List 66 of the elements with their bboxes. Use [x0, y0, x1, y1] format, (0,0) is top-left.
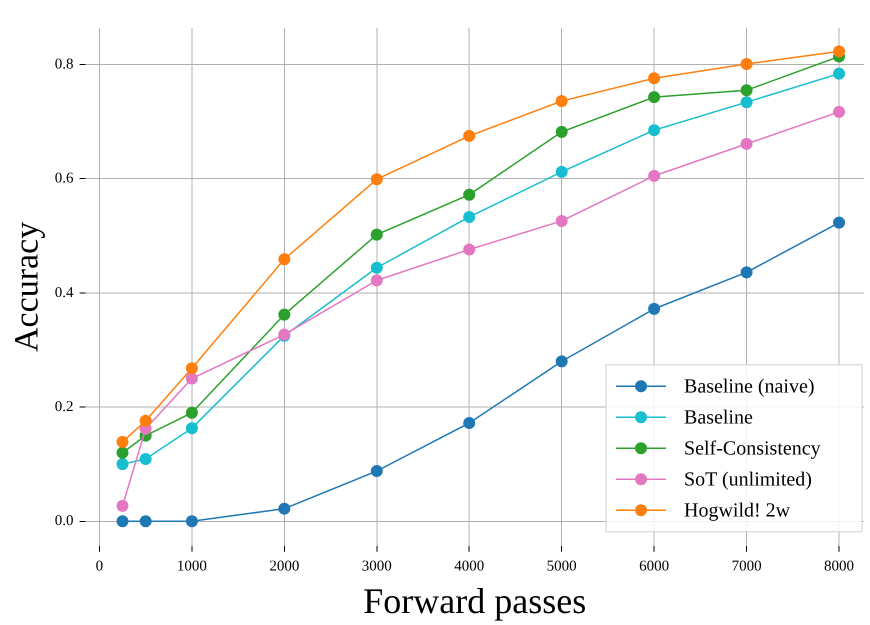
- point: [186, 362, 198, 374]
- point: [370, 228, 383, 241]
- point: [648, 124, 660, 136]
- x-tick-label: 8000: [824, 558, 854, 575]
- x-tick-label: 0: [96, 558, 104, 575]
- point: [740, 96, 753, 108]
- point: [648, 72, 660, 84]
- point: [556, 355, 568, 368]
- point: [116, 446, 129, 459]
- point: [463, 210, 476, 223]
- point: [740, 58, 753, 70]
- legend-label: Baseline: [684, 406, 753, 429]
- legend-label: SoT (unlimited): [684, 468, 812, 491]
- point: [186, 515, 198, 528]
- legend-label: Hogwild! 2w: [684, 500, 791, 522]
- x-axis-title: Forward passes: [363, 580, 586, 621]
- point: [556, 126, 568, 138]
- point: [370, 173, 383, 186]
- point: [278, 253, 290, 266]
- point: [833, 68, 846, 80]
- y-tick-label: 0.8: [54, 56, 74, 72]
- point: [186, 406, 198, 419]
- legend-label: Baseline (naive): [684, 376, 814, 398]
- point: [186, 372, 198, 385]
- point: [186, 422, 198, 434]
- x-tick-label: 3000: [362, 558, 392, 575]
- x-tick-label: 6000: [639, 558, 670, 575]
- point: [833, 216, 846, 229]
- legend-label: Self-Consistency: [684, 438, 821, 460]
- point: [278, 308, 290, 321]
- point: [116, 436, 129, 448]
- point: [140, 515, 152, 528]
- x-tick-label: 1000: [176, 558, 207, 575]
- point: [278, 502, 290, 515]
- point: [140, 414, 152, 427]
- x-tick-label: 5000: [546, 558, 577, 575]
- x-tick-label: 2000: [269, 558, 300, 575]
- point: [370, 274, 383, 286]
- y-axis-title: Accuracy: [8, 222, 46, 352]
- point: [463, 417, 476, 430]
- point: [740, 138, 753, 150]
- y-tick-label: 0.6: [54, 170, 74, 187]
- point: [370, 262, 383, 274]
- x-tick-label: 7000: [732, 558, 762, 575]
- point: [116, 515, 129, 528]
- point: [556, 95, 568, 108]
- point: [833, 45, 846, 58]
- point: [463, 188, 476, 201]
- point: [833, 106, 846, 118]
- point: [463, 244, 476, 256]
- point: [556, 214, 568, 227]
- point: [556, 166, 568, 178]
- point: [116, 458, 129, 470]
- point: [463, 130, 476, 142]
- point: [140, 453, 152, 466]
- point: [116, 500, 129, 512]
- point: [648, 170, 660, 182]
- point: [740, 266, 753, 278]
- y-tick-label: 0.2: [54, 399, 74, 416]
- point: [370, 465, 383, 478]
- point: [648, 91, 660, 104]
- y-tick-label: 0.0: [54, 513, 74, 530]
- x-tick-label: 4000: [454, 558, 484, 575]
- point: [740, 84, 753, 96]
- point: [648, 302, 660, 315]
- y-tick-label: 0.4: [54, 284, 74, 301]
